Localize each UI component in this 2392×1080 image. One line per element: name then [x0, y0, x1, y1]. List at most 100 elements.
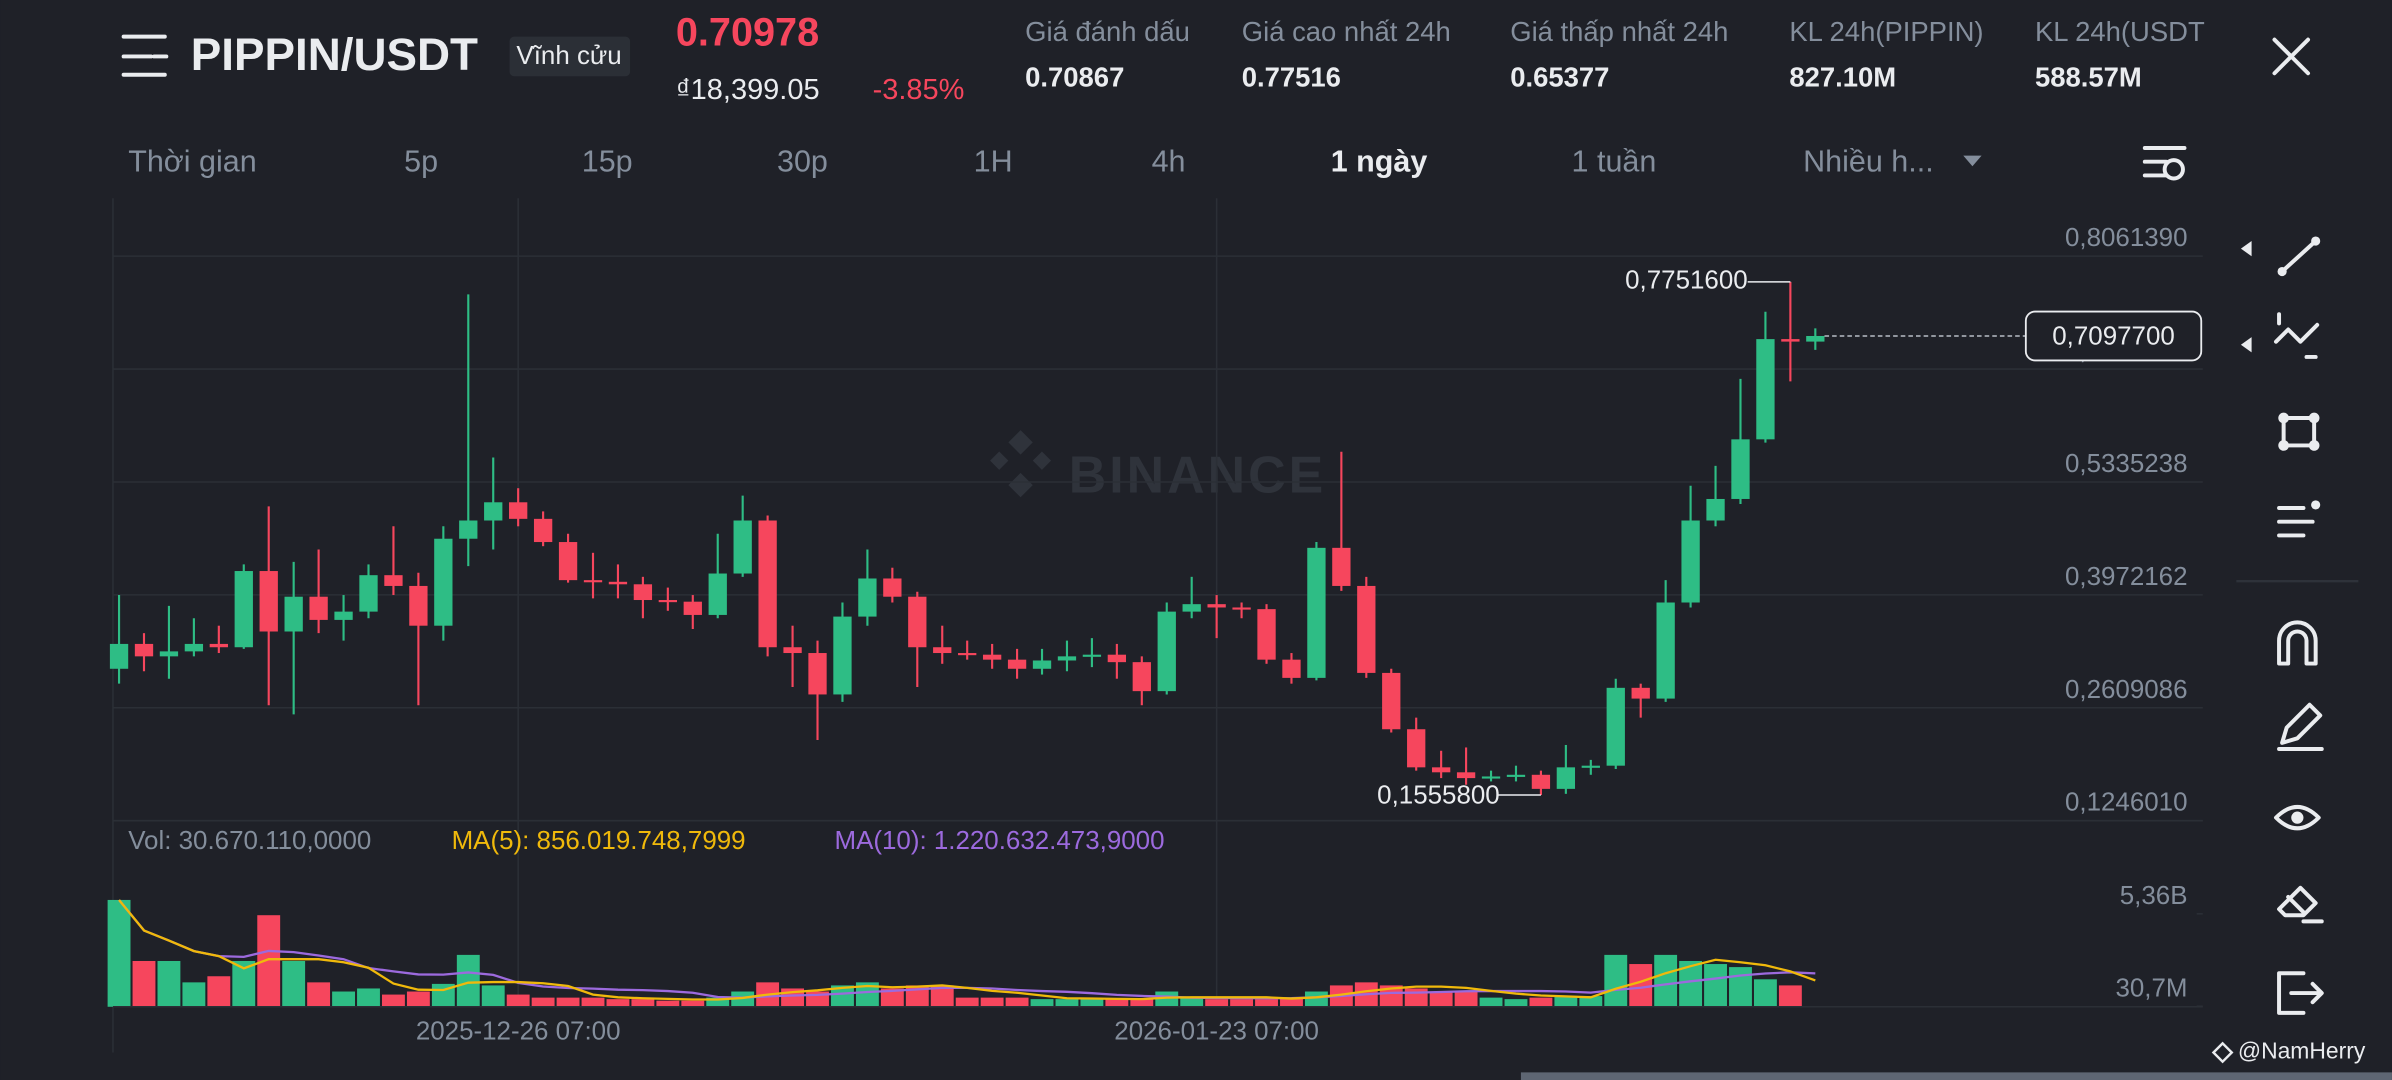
volume-bar — [531, 997, 555, 1007]
volume-tick-label: 30,7M — [2115, 974, 2187, 1002]
volume-bar — [1778, 985, 1802, 1007]
visibility-tool[interactable] — [2274, 804, 2321, 831]
candle-body — [533, 518, 553, 543]
pencil-tool[interactable] — [2277, 702, 2324, 751]
volume-bar — [1005, 997, 1029, 1007]
volume-bar — [1679, 960, 1703, 1007]
candle-body — [1456, 772, 1476, 779]
credit: @NamHerry — [2211, 1038, 2366, 1064]
candle-body — [908, 596, 927, 648]
ma5-line — [118, 899, 1816, 1001]
candle-body — [1481, 776, 1501, 779]
candle-body — [1431, 767, 1451, 773]
volume-bar — [1454, 991, 1478, 1007]
shape-tool[interactable] — [2278, 412, 2320, 451]
candle-body — [134, 643, 154, 657]
menu-button[interactable] — [121, 34, 169, 77]
ma5-label: MA(5): 856.019.748,7999 — [452, 827, 746, 855]
stat-label: KL 24h(PIPPIN) — [1789, 16, 1983, 47]
text-tool[interactable] — [2277, 500, 2321, 538]
interval-option: Thời gian — [128, 144, 257, 178]
stat-value: 588.57M — [2035, 62, 2142, 93]
interval-option[interactable]: 1 tuần — [1572, 144, 1657, 178]
volume-bar — [1404, 988, 1428, 1007]
volume-bar — [282, 960, 306, 1007]
candle-body — [1382, 672, 1401, 730]
volume-bar — [631, 999, 655, 1007]
volume-bar — [481, 985, 505, 1007]
candle-body — [633, 584, 653, 601]
candle-body — [683, 601, 702, 615]
candle-body — [1731, 439, 1750, 499]
stat-label: KL 24h(USDT — [2035, 16, 2205, 47]
candle-body — [1806, 335, 1825, 342]
candle-body — [783, 647, 802, 654]
volume-bar — [556, 997, 580, 1007]
close-button[interactable] — [2272, 37, 2311, 76]
interval-option[interactable]: 1H — [974, 144, 1013, 178]
local-price: ₫18,399.05 — [676, 74, 820, 106]
stat-value: 0.77516 — [1242, 62, 1341, 93]
candle-body — [583, 580, 603, 583]
y-tick-label: 0,8061390 — [2065, 224, 2188, 252]
candle-body — [883, 578, 902, 597]
stat-label: Giá cao nhất 24h — [1242, 16, 1451, 47]
chart-settings-button[interactable] — [2142, 145, 2187, 181]
trendline-tool[interactable] — [2277, 236, 2321, 277]
candle-body — [384, 575, 403, 586]
low-marker-label: 0,1555800 — [1377, 781, 1500, 809]
volume-bar — [1729, 967, 1752, 1007]
volume-bar — [157, 960, 181, 1007]
volume-bar — [182, 982, 206, 1007]
eraser-tool[interactable] — [2277, 885, 2324, 924]
interval-option[interactable]: 15p — [582, 144, 633, 178]
interval-option[interactable]: 4h — [1152, 144, 1186, 178]
interval-option[interactable]: 5p — [404, 144, 438, 178]
interval-option[interactable]: 30p — [777, 144, 828, 178]
volume-bar — [232, 960, 256, 1007]
volume-bar — [1304, 991, 1328, 1007]
candle-body — [1631, 687, 1650, 699]
interval-option[interactable]: 1 ngày — [1331, 144, 1428, 178]
candle-body — [334, 611, 353, 620]
volume-bar — [606, 999, 630, 1007]
dropdown-arrow[interactable] — [1963, 155, 1982, 167]
candle-body — [658, 600, 677, 603]
volume-bar — [930, 985, 954, 1007]
volume-bar — [132, 960, 156, 1007]
candle-body — [758, 520, 777, 648]
candle-body — [284, 596, 303, 632]
volume-bar — [1753, 979, 1777, 1007]
volume-bar — [1030, 999, 1054, 1007]
exit-tool[interactable] — [2277, 971, 2324, 1015]
magnet-tool[interactable] — [2277, 620, 2318, 666]
volume-bar — [855, 982, 879, 1007]
symbol[interactable]: PIPPIN/USDT — [191, 29, 478, 80]
volume-bar — [955, 997, 979, 1007]
candle-body — [409, 585, 428, 626]
high-marker-label: 0,7751600 — [1625, 267, 1748, 295]
volume-bar — [406, 991, 430, 1007]
y-tick-label: 0,3972162 — [2065, 563, 2188, 591]
volume-bar — [681, 1000, 705, 1007]
current-price-label: 0,7097700 — [2052, 322, 2175, 350]
scrollbar[interactable] — [1520, 1072, 2392, 1080]
price-change: -3.85% — [873, 74, 965, 106]
volume-bar — [1579, 996, 1603, 1007]
ma10-label: MA(10): 1.220.632.473,9000 — [834, 827, 1164, 855]
x-tick-label: 2026-01-23 07:00 — [1114, 1018, 1319, 1046]
candle-body — [1332, 547, 1351, 586]
candle-body — [484, 502, 503, 521]
volume-label: Vol: 30.670.110,0000 — [128, 827, 371, 855]
candle-body — [608, 581, 628, 585]
interval-option[interactable]: Nhiều h... — [1803, 144, 1934, 178]
expand-arrow[interactable] — [2240, 241, 2252, 257]
volume-bar — [831, 985, 854, 1007]
candle-body — [1556, 767, 1576, 789]
volume-bar — [706, 997, 730, 1007]
fibonacci-tool[interactable] — [2274, 312, 2320, 359]
candle-body — [1232, 607, 1251, 610]
expand-arrow[interactable] — [2240, 337, 2252, 353]
candle-body — [234, 571, 253, 648]
